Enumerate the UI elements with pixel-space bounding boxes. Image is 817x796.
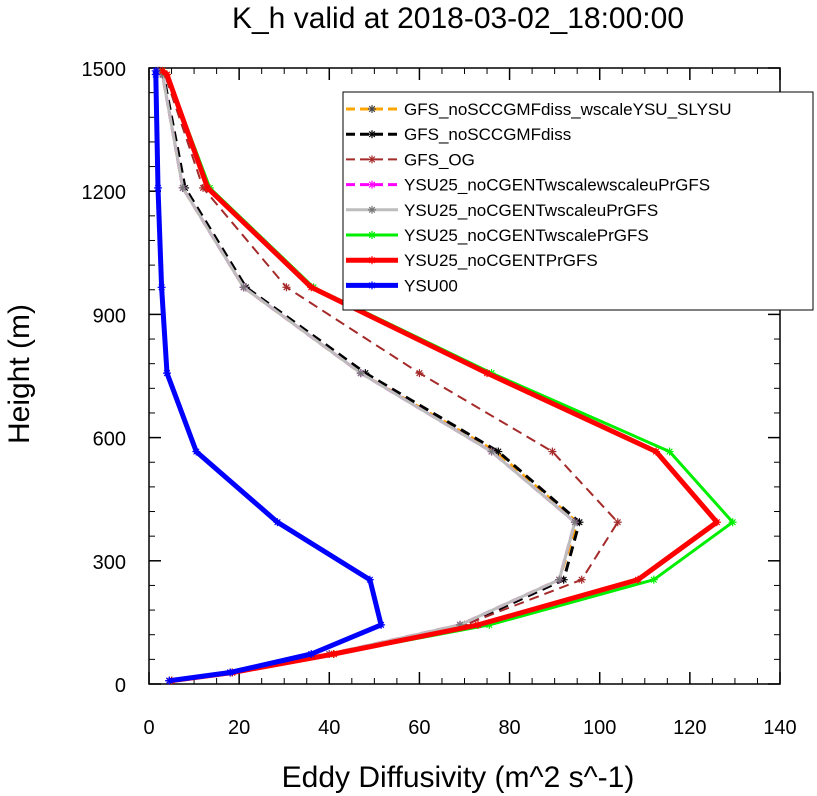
y-tick-label: 600 [93, 429, 126, 451]
axis-ticks: 0 20 40 60 80 100 120 140 0 300 600 900 1200 1500 [82, 59, 797, 739]
data-point [203, 183, 212, 192]
y-axis-label: Height (m) [3, 304, 36, 444]
x-tick-label: 80 [498, 717, 520, 739]
data-point [483, 369, 492, 378]
data-point [377, 620, 386, 629]
data-point [365, 575, 374, 584]
legend-item: YSU25_noCGENTwscalewscaleuPrGFS [346, 176, 710, 195]
x-tick-label: 40 [318, 717, 340, 739]
data-point [158, 66, 167, 75]
data-point [555, 575, 564, 584]
x-tick-label: 100 [583, 717, 616, 739]
x-tick-label: 0 [143, 717, 154, 739]
x-tick-label: 120 [673, 717, 706, 739]
data-point [165, 676, 174, 685]
data-point [273, 518, 282, 527]
legend-item: YSU25_noCGENTPrGFS [346, 251, 598, 270]
data-point [577, 575, 586, 584]
legend-marker [368, 281, 376, 290]
legend-label: YSU25_noCGENTwscaleuPrGFS [404, 201, 658, 220]
data-point [665, 447, 674, 456]
legend-label: GFS_OG [404, 150, 475, 169]
x-tick-label: 60 [408, 717, 430, 739]
series-line [160, 68, 720, 684]
legend-item: YSU25_noCGENTwscaleuPrGFS [346, 201, 658, 220]
legend-item: GFS_noSCCGMFdiss [346, 125, 571, 144]
y-tick-label: 900 [93, 305, 126, 327]
legend-item: YSU25_noCGENTwscalePrGFS [346, 226, 649, 245]
data-point [415, 369, 424, 378]
data-point [728, 518, 737, 527]
y-tick-label: 1200 [82, 182, 127, 204]
legend-marker [368, 180, 376, 189]
y-tick-label: 0 [115, 675, 126, 697]
series-line [153, 70, 384, 684]
data-point [634, 575, 643, 584]
legend-label: YSU25_noCGENTwscalePrGFS [404, 226, 649, 245]
x-tick-label: 140 [763, 717, 796, 739]
data-point [474, 620, 483, 629]
chart-title: K_h valid at 2018-03-02_18:00:00 [232, 2, 684, 35]
data-point [494, 447, 503, 456]
data-point [487, 447, 496, 456]
data-point [163, 369, 172, 378]
data-point [192, 447, 201, 456]
y-tick-label: 300 [93, 552, 126, 574]
data-point [356, 369, 365, 378]
data-point [613, 518, 622, 527]
data-point [712, 518, 721, 527]
data-point [307, 283, 316, 292]
x-tick-label: 20 [228, 717, 250, 739]
legend-marker [368, 205, 376, 214]
data-point [226, 668, 235, 677]
data-point [570, 518, 579, 527]
x-axis-label: Eddy Diffusivity (m^2 s^-1) [282, 761, 635, 794]
data-point [154, 183, 163, 192]
legend-label: YSU25_noCGENTwscalewscaleuPrGFS [404, 176, 710, 195]
legend-label: YSU00 [404, 276, 458, 295]
legend-item: YSU00 [346, 276, 458, 295]
data-point [548, 447, 557, 456]
data-point [652, 447, 661, 456]
legend-label: GFS_noSCCGMFdiss_wscaleYSU_SLYSU [404, 100, 732, 119]
legend: GFS_noSCCGMFdiss_wscaleYSU_SLYSU GFS_noSC… [342, 91, 814, 311]
legend-box [342, 91, 814, 311]
legend-label: GFS_noSCCGMFdiss [404, 125, 571, 144]
series-layer [151, 66, 737, 685]
legend-marker [368, 105, 376, 113]
data-point [307, 650, 316, 659]
legend-item: GFS_noSCCGMFdiss_wscaleYSU_SLYSU [346, 100, 732, 119]
legend-marker [368, 231, 376, 239]
legend-marker [368, 130, 376, 139]
data-point [151, 66, 160, 75]
series-7 [151, 66, 386, 685]
data-point [157, 283, 166, 292]
data-point [178, 183, 187, 192]
data-point [239, 283, 248, 292]
data-point [329, 650, 338, 659]
legend-label: YSU25_noCGENTPrGFS [404, 251, 598, 270]
legend-marker [368, 155, 376, 164]
legend-item: GFS_OG [346, 150, 475, 169]
data-point [282, 283, 291, 292]
y-tick-label: 1500 [82, 59, 127, 81]
data-point [649, 575, 658, 584]
legend-marker [368, 256, 376, 265]
